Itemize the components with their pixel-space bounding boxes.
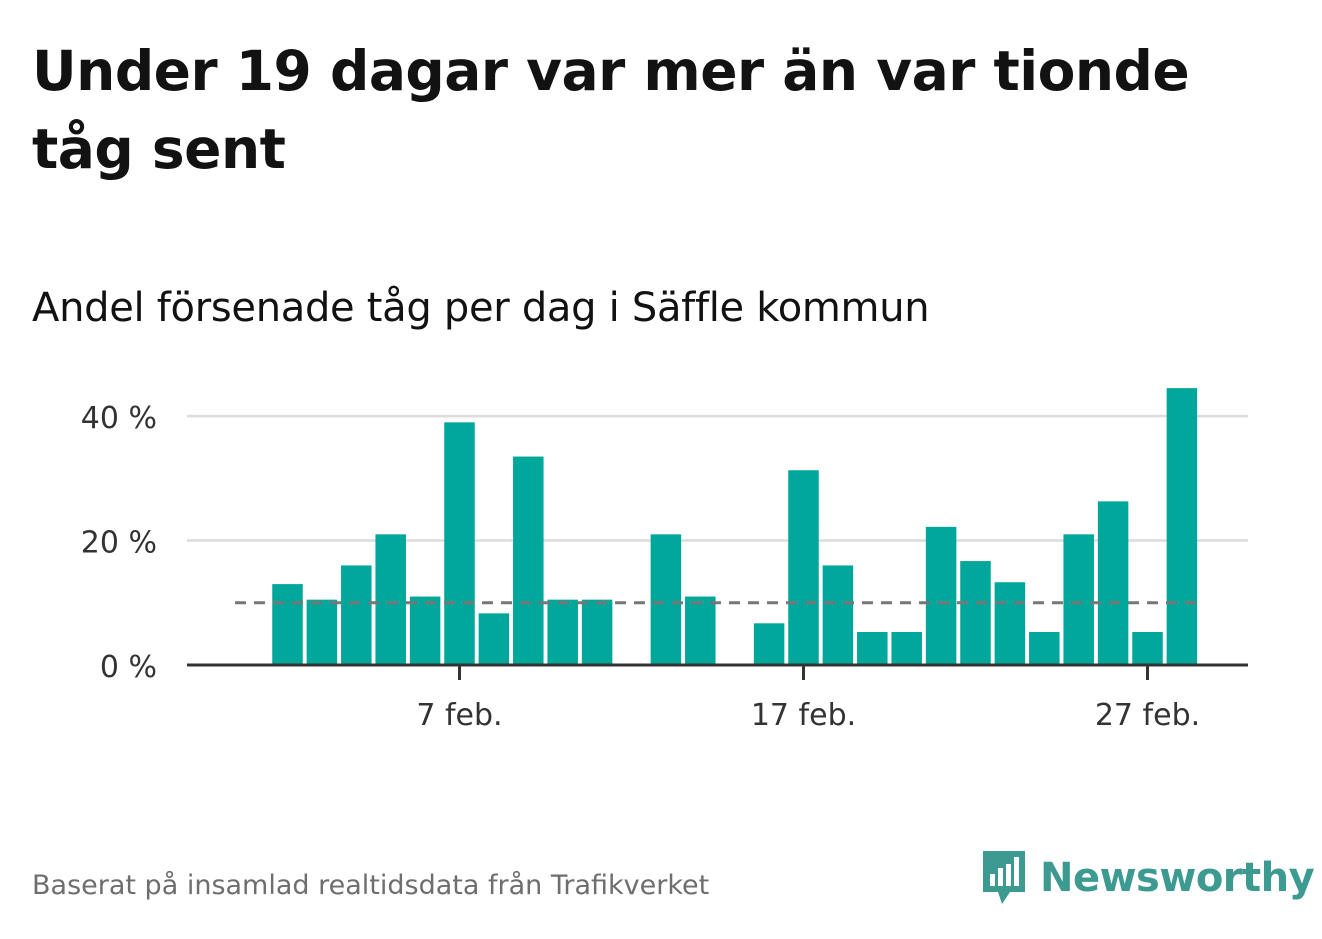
bar-21 — [994, 582, 1026, 665]
bar-14 — [753, 623, 785, 665]
bar-18 — [891, 632, 922, 665]
y-tick-label: 0 % — [100, 650, 157, 685]
bar-3 — [375, 534, 406, 665]
bar-24 — [1097, 501, 1129, 665]
bar-26 — [1166, 388, 1198, 665]
newsworthy-logo: Newsworthy — [980, 848, 1315, 908]
bar-12 — [685, 596, 716, 665]
newsworthy-logo-icon — [983, 851, 1025, 904]
grid-lines — [187, 414, 1248, 542]
bar-11 — [650, 534, 682, 665]
newsworthy-logo-text: Newsworthy — [1040, 855, 1315, 901]
bar-chart: 0 % 20 % 40 % 7 feb. 17 feb. 27 feb. — [81, 388, 1248, 733]
y-axis-labels: 0 % 20 % 40 % — [81, 401, 157, 685]
y-tick-label: 20 % — [81, 526, 157, 561]
bar-25 — [1132, 632, 1163, 665]
bars — [272, 388, 1198, 665]
bar-1 — [306, 599, 338, 665]
bar-2 — [341, 565, 372, 665]
bar-15 — [788, 470, 819, 665]
x-tick-label: 7 feb. — [416, 698, 502, 733]
x-axis-labels: 7 feb. 17 feb. 27 feb. — [416, 698, 1200, 733]
bar-22 — [1029, 632, 1060, 665]
x-axis — [187, 663, 1248, 680]
bar-23 — [1063, 534, 1094, 665]
bar-5 — [444, 422, 475, 665]
x-tick-label: 17 feb. — [751, 698, 856, 733]
bar-0 — [272, 584, 303, 665]
bar-7 — [513, 456, 544, 665]
y-tick-label: 40 % — [81, 401, 157, 436]
bar-17 — [857, 632, 888, 665]
bar-8 — [547, 599, 578, 665]
bar-9 — [581, 599, 613, 665]
chart-subtitle: Andel försenade tåg per dag i Säffle kom… — [32, 285, 930, 331]
source-note: Baserat på insamlad realtidsdata från Tr… — [32, 870, 710, 901]
bar-16 — [822, 565, 854, 665]
bar-6 — [478, 613, 510, 665]
x-tick-label: 27 feb. — [1095, 698, 1200, 733]
bar-20 — [960, 561, 991, 665]
chart-title: Under 19 dagar var mer än var tionde tåg… — [32, 39, 1190, 181]
bar-19 — [925, 526, 957, 665]
bar-4 — [409, 596, 441, 665]
